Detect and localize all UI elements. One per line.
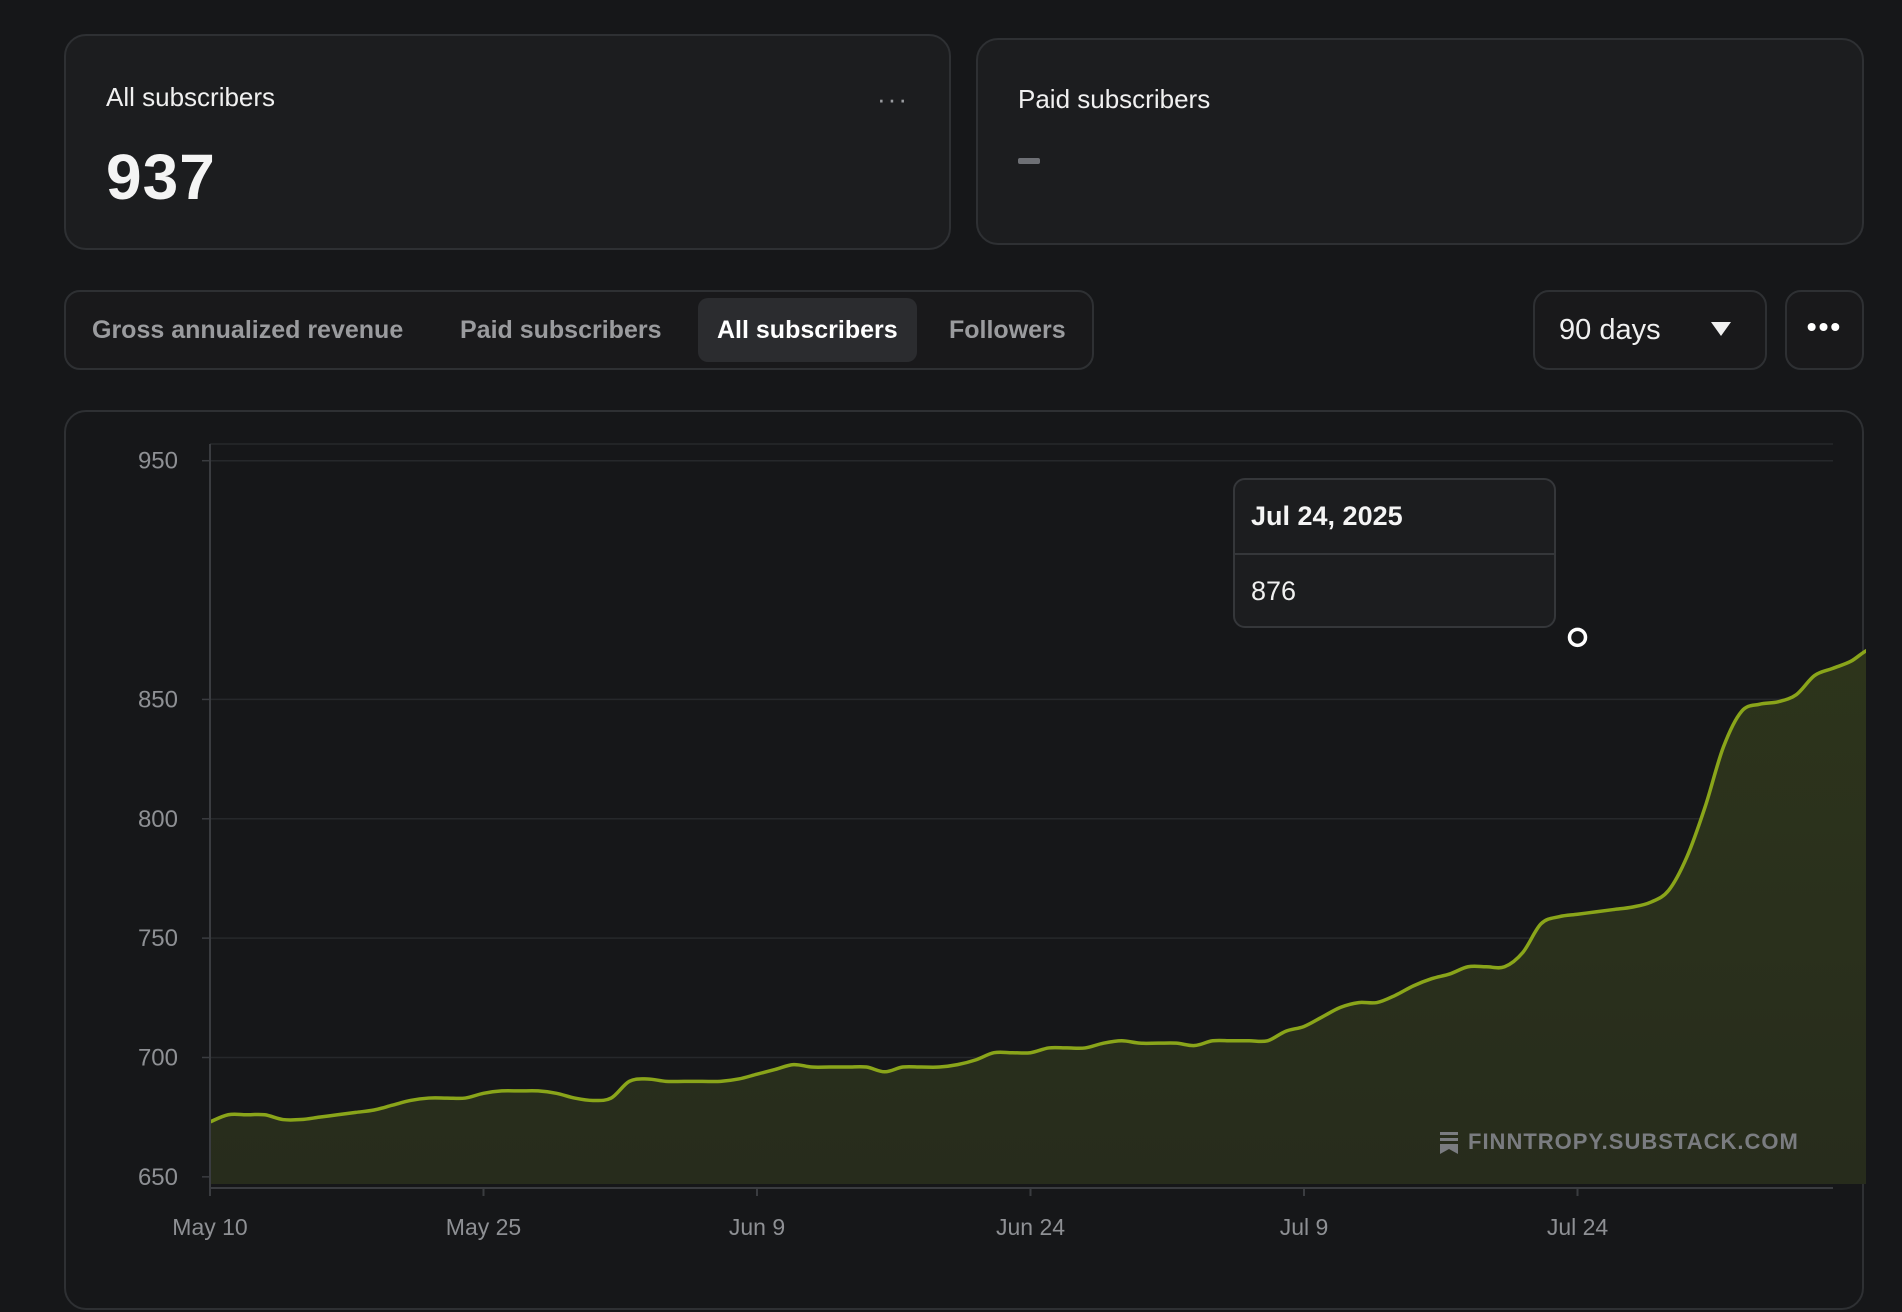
tooltip-value: 876	[1251, 576, 1297, 606]
y-tick-label: 800	[138, 806, 178, 833]
watermark: FINNTROPY.SUBSTACK.COM	[1440, 1126, 1799, 1158]
y-tick-label: 950	[138, 448, 178, 475]
paid-subscribers-card: Paid subscribers	[976, 38, 1864, 245]
subscribers-chart: 650 700 750 800 850 950 May 10 May 25 Jun 9 Jun …	[138, 443, 1866, 1240]
paid-subscribers-label: Paid subscribers	[1018, 84, 1211, 114]
tooltip-divider	[1235, 553, 1554, 555]
all-subscribers-label: All subscribers	[106, 82, 276, 112]
series-line	[209, 648, 1866, 1124]
date-range-select[interactable]: 90 days	[1533, 290, 1767, 370]
x-tick-label: May 25	[446, 1214, 521, 1240]
x-tick-label: Jul 9	[1280, 1214, 1329, 1240]
y-tick-label: 850	[138, 686, 178, 713]
tab-paid-subscribers[interactable]: Paid subscribers	[460, 316, 662, 344]
y-tick-label: 650	[138, 1164, 178, 1191]
substack-bookmark-icon	[1440, 1132, 1458, 1155]
tooltip-date: Jul 24, 2025	[1251, 501, 1403, 531]
chart-tooltip: Jul 24, 2025 876	[1233, 478, 1556, 628]
x-tick-label: Jun 9	[729, 1214, 785, 1240]
tab-all-subscribers[interactable]: All subscribers	[698, 298, 917, 362]
y-tick-label: 700	[138, 1044, 178, 1071]
highlight-point	[1567, 627, 1588, 648]
watermark-text: FINNTROPY.SUBSTACK.COM	[1468, 1129, 1799, 1154]
more-options-button[interactable]: •••	[1785, 290, 1864, 370]
paid-subscribers-value	[1018, 158, 1040, 164]
all-subscribers-value: 937	[106, 141, 216, 213]
x-tick-label: Jul 24	[1547, 1214, 1609, 1240]
tab-gross-annualized-revenue[interactable]: Gross annualized revenue	[92, 316, 404, 344]
x-tick-label: Jun 24	[996, 1214, 1065, 1240]
all-subscribers-card: All subscribers 937 ···	[64, 34, 951, 250]
caret-down-icon	[1711, 322, 1731, 336]
tab-followers[interactable]: Followers	[949, 316, 1066, 344]
metric-tabs: Gross annualized revenue Paid subscriber…	[64, 290, 1094, 370]
y-tick-label: 750	[138, 925, 178, 952]
series-area	[210, 650, 1866, 1184]
x-tick-label: May 10	[172, 1214, 247, 1240]
date-range-label: 90 days	[1559, 314, 1661, 346]
ellipsis-icon[interactable]: ···	[877, 84, 909, 114]
chart-card: 650 700 750 800 850 950 May 10 May 25 Jun 9 Jun …	[64, 410, 1866, 1310]
